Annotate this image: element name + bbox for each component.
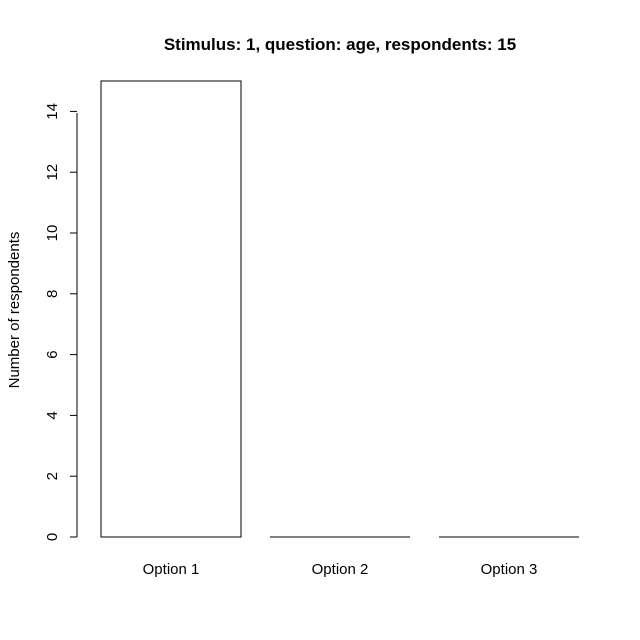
chart-title: Stimulus: 1, question: age, respondents:… <box>164 35 516 54</box>
bars <box>100 80 579 538</box>
y-axis-ticks: 0 2 4 6 8 10 12 14 <box>44 103 77 541</box>
x-category-labels: Option 1 Option 2 Option 3 <box>143 561 538 578</box>
y-tick-label: 4 <box>44 411 61 419</box>
bar-option-1 <box>100 80 242 538</box>
x-category-label: Option 2 <box>312 561 369 578</box>
y-tick-label: 14 <box>44 103 61 120</box>
y-tick-label: 2 <box>44 472 61 480</box>
y-tick-label: 0 <box>44 533 61 541</box>
y-tick-label: 10 <box>44 225 61 242</box>
y-tick-label: 6 <box>44 350 61 358</box>
y-tick-label: 8 <box>44 290 61 298</box>
y-axis-label: Number of respondents <box>6 232 23 389</box>
x-category-label: Option 1 <box>143 561 200 578</box>
y-tick-label: 12 <box>44 164 61 181</box>
x-category-label: Option 3 <box>481 561 538 578</box>
